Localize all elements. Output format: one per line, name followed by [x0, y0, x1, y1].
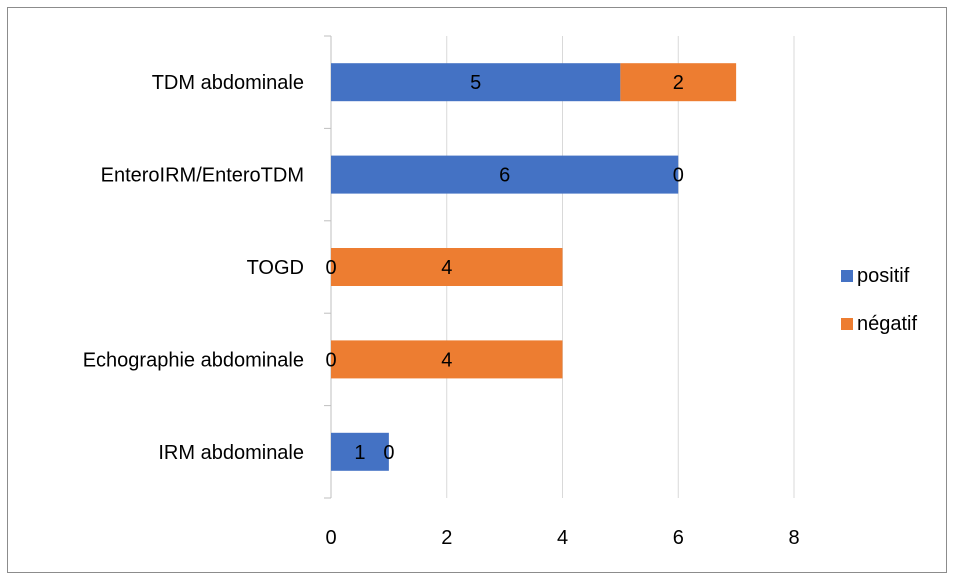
bar-négatif — [331, 248, 563, 286]
data-label-négatif: 4 — [441, 257, 452, 279]
category-label: EnteroIRM/EnteroTDM — [101, 165, 304, 187]
legend-label-positif: positif — [857, 264, 910, 287]
category-labels: TDM abdominale EnteroIRM/EnteroTDM TOGD Ech… — [83, 72, 304, 464]
category-label: Echographie abdominale — [83, 349, 304, 371]
data-label-positif: 5 — [470, 72, 481, 94]
data-label-négatif: 0 — [673, 165, 684, 187]
legend-swatch-positif — [841, 270, 853, 282]
legend: positif négatif — [841, 262, 917, 358]
legend-item-positif: positif — [841, 262, 917, 290]
data-label-positif: 0 — [325, 349, 336, 371]
category-label: TDM abdominale — [152, 72, 304, 94]
data-label-positif: 1 — [354, 442, 365, 464]
bar-positif — [331, 155, 679, 194]
bar-négatif — [620, 63, 737, 102]
bar-négatif — [331, 340, 563, 379]
data-labels: 5 26 00 40 41 0 — [325, 72, 683, 464]
category-label: IRM abdominale — [158, 442, 304, 464]
data-label-positif: 0 — [325, 257, 336, 279]
chart-frame — [7, 7, 947, 573]
data-label-négatif: 0 — [383, 442, 394, 464]
legend-swatch-negatif — [841, 318, 853, 330]
category-label: TOGD — [247, 257, 304, 279]
x-tick-label-2: 2 — [441, 527, 452, 549]
data-label-négatif: 2 — [673, 72, 684, 94]
x-tick-label-0: 0 — [325, 527, 336, 549]
bar-positif — [331, 432, 389, 471]
x-tick-label-6: 6 — [673, 527, 684, 549]
data-label-négatif: 4 — [441, 349, 452, 371]
x-tick-label-8: 8 — [788, 527, 799, 549]
legend-item-negatif: négatif — [841, 310, 917, 338]
data-label-positif: 6 — [499, 165, 510, 187]
x-tick-labels: 0 2 4 6 8 — [325, 527, 799, 549]
bars — [331, 63, 737, 471]
bar-positif — [331, 63, 621, 102]
legend-label-negatif: négatif — [857, 312, 918, 335]
x-tick-label-4: 4 — [557, 527, 568, 549]
